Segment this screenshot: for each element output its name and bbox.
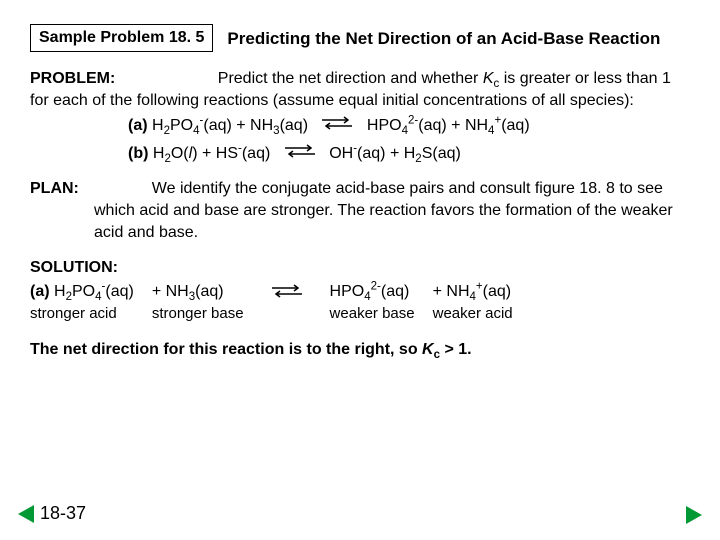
t: 4 (95, 291, 101, 303)
kc-var: K (483, 70, 494, 87)
problem-label: PROBLEM: (30, 70, 115, 87)
t: > 1. (440, 341, 472, 358)
t: 2- (371, 280, 381, 292)
sol-col-4: + NH4+(aq) weaker acid (433, 281, 513, 325)
sol-c1-role: stronger acid (30, 304, 117, 324)
next-slide-icon[interactable] (686, 506, 702, 524)
t: 4 (193, 125, 199, 137)
t: PO (72, 283, 95, 300)
t: (aq) + NH (203, 117, 273, 134)
solution-label: SOLUTION: (30, 257, 690, 279)
problem-text: Predict the net direction and whether Kc… (30, 70, 671, 109)
t: (a) (30, 283, 50, 300)
sol-c4-formula: + NH4+(aq) (433, 281, 512, 303)
t: (aq) (105, 283, 133, 300)
sol-col-2: + NH3(aq) stronger base (152, 281, 244, 325)
solution-grid: (a) H2PO4-(aq) stronger acid + NH3(aq) s… (30, 281, 690, 325)
plan-label: PLAN: (30, 180, 79, 197)
t: 4 (402, 125, 408, 137)
eq-b-label: (b) (128, 145, 148, 162)
t: (aq) (381, 283, 409, 300)
t: H (54, 283, 66, 300)
header-row: Sample Problem 18. 5 Predicting the Net … (30, 24, 690, 52)
t: PO (170, 117, 193, 134)
equilibrium-arrow-icon (270, 283, 304, 305)
t: 2- (408, 115, 418, 127)
t: + NH (433, 283, 470, 300)
eq-a-rhs: HPO42-(aq) + NH4+(aq) (367, 117, 530, 134)
prev-slide-icon[interactable] (18, 505, 34, 523)
equation-b: (b) H2O(l) + HS-(aq) OH-(aq) + H2S(aq) (128, 143, 690, 165)
t: 4 (470, 291, 476, 303)
problem-section: PROBLEM: Predict the net direction and w… (30, 68, 690, 164)
t: 4 (488, 125, 494, 137)
eq-b-rhs: OH-(aq) + H2S(aq) (329, 145, 461, 162)
plan-text: We identify the conjugate acid-base pair… (94, 180, 673, 240)
equilibrium-arrow-icon (320, 115, 354, 137)
t: + NH (152, 283, 189, 300)
sol-c4-role: weaker acid (433, 304, 513, 324)
t: (aq) (483, 283, 511, 300)
plan-section: PLAN: We identify the conjugate acid-bas… (94, 178, 690, 243)
eq-b-lhs: H2O(l) + HS-(aq) (153, 145, 275, 162)
t: H (152, 117, 164, 134)
t: ) + HS (192, 145, 238, 162)
t: (aq) (280, 117, 308, 134)
t: OH (329, 145, 353, 162)
t: H (153, 145, 165, 162)
sample-problem-box: Sample Problem 18. 5 (30, 24, 213, 52)
slide-number: 18-37 (40, 503, 86, 524)
eq-a-lhs: H2PO4-(aq) + NH3(aq) (152, 117, 312, 134)
eq-a-label: (a) (128, 117, 148, 134)
sol-c3-role: weaker base (330, 304, 415, 324)
t: S(aq) (422, 145, 461, 162)
net-direction-text: The net direction for this reaction is t… (30, 339, 690, 361)
t: (aq) (501, 117, 529, 134)
problem-text-1: Predict the net direction and whether (218, 70, 483, 87)
t: 4 (364, 291, 370, 303)
t: (aq) (195, 283, 223, 300)
sol-arrow-col (262, 281, 312, 305)
t: HPO (330, 283, 365, 300)
sol-c3-formula: HPO42-(aq) (330, 281, 410, 303)
slide-title: Predicting the Net Direction of an Acid-… (227, 24, 660, 49)
t: (aq) (242, 145, 270, 162)
sol-col-3: HPO42-(aq) weaker base (330, 281, 415, 325)
sol-c2-role: stronger base (152, 304, 244, 324)
footer: 18-37 (18, 503, 86, 524)
sol-col-1: (a) H2PO4-(aq) stronger acid (30, 281, 134, 325)
t: The net direction for this reaction is t… (30, 341, 422, 358)
t: (aq) + NH (418, 117, 488, 134)
equilibrium-arrow-icon (283, 143, 317, 165)
sol-c2-formula: + NH3(aq) (152, 281, 224, 303)
sol-c1-formula: (a) H2PO4-(aq) (30, 281, 134, 303)
t: + (476, 280, 483, 292)
solution-section: SOLUTION: (a) H2PO4-(aq) stronger acid +… (30, 257, 690, 360)
slide-page: Sample Problem 18. 5 Predicting the Net … (0, 0, 720, 360)
t: (aq) + H (357, 145, 415, 162)
equation-a: (a) H2PO4-(aq) + NH3(aq) HPO42-(aq) + NH… (128, 115, 690, 137)
t: HPO (367, 117, 402, 134)
t: K (422, 341, 434, 358)
t: O( (171, 145, 189, 162)
